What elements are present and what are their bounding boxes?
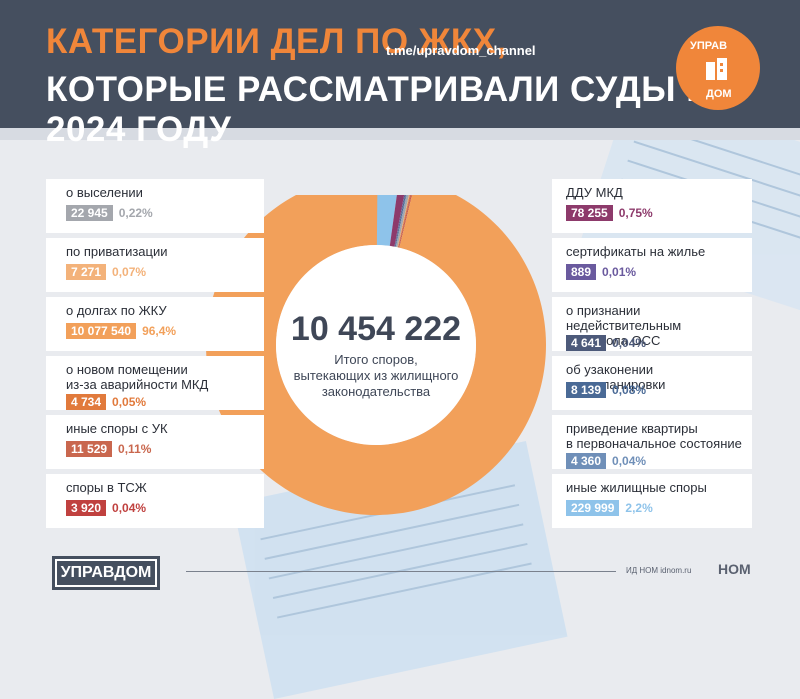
footer-nom-logo: НОМ — [718, 561, 751, 577]
category-percent: 0,04% — [112, 501, 147, 515]
right-category-card: об узаконении перепланировки 8 139 0,08% — [552, 356, 752, 410]
footer-brand: УПРАВДОМ — [52, 556, 160, 590]
category-value-badge: 11 529 — [66, 441, 113, 457]
category-label: ДДУ МКД — [552, 179, 752, 200]
left-category-card: о долгах по ЖКУ 10 077 540 96,4% — [46, 297, 264, 351]
donut-center — [276, 245, 476, 445]
category-percent: 0,08% — [612, 383, 647, 397]
category-percent: 0,04% — [612, 454, 647, 468]
right-category-card: о признании недействительным протокола ОС… — [552, 297, 752, 351]
right-category-card: сертификаты на жилье 889 0,01% — [552, 238, 752, 292]
category-value-badge: 8 139 — [566, 382, 607, 398]
left-category-card: о выселении 22 945 0,22% — [46, 179, 264, 233]
caption-line: Итого споров, — [334, 352, 418, 367]
upravdom-logo: УПРАВ ДОМ — [676, 26, 760, 110]
category-value-badge: 7 271 — [66, 264, 107, 280]
title-line-2: КОТОРЫЕ РАССМАТРИВАЛИ СУДЫ В 2024 ГОДУ — [46, 70, 713, 149]
category-value-badge: 229 999 — [566, 500, 620, 516]
category-label-line: ДДУ МКД — [566, 185, 623, 200]
logo-letters-bottom: ДОМ — [706, 88, 732, 100]
category-label-line: о долгах по ЖКУ — [66, 303, 167, 318]
donut-slice — [206, 195, 546, 515]
left-category-card: иные споры с УК 11 529 0,11% — [46, 415, 264, 469]
category-percent: 96,4% — [142, 324, 177, 338]
category-label: о долгах по ЖКУ — [46, 297, 264, 318]
category-label-line: приведение квартиры — [566, 421, 698, 436]
header-stripe — [0, 128, 800, 140]
donut-slice — [395, 195, 407, 248]
category-label-line: из-за аварийности МКД — [66, 377, 209, 392]
category-value-badge: 10 077 540 — [66, 323, 137, 339]
house-icon — [706, 58, 727, 80]
right-category-card: приведение квартиры в первоначальное сост… — [552, 415, 752, 469]
category-label: приведение квартиры в первоначальное сост… — [552, 415, 752, 451]
channel-link[interactable]: t.me/upravdom_channel — [386, 43, 536, 58]
right-category-card: иные жилищные споры 229 999 2,2% — [552, 474, 752, 528]
header-banner — [0, 0, 800, 128]
logo-letters-top: УПРАВ — [690, 40, 728, 52]
category-value-badge: 889 — [566, 264, 597, 280]
caption-line: вытекающих из жилищного — [293, 368, 459, 383]
donut-slice — [395, 195, 407, 247]
left-category-card: споры в ТСЖ 3 920 0,04% — [46, 474, 264, 528]
category-label-line: о признании недействительным — [566, 303, 682, 333]
donut-chart — [206, 195, 546, 515]
donut-slice — [397, 195, 411, 248]
category-label-line: споры в ТСЖ — [66, 480, 147, 495]
category-value-badge: 22 945 — [66, 205, 113, 221]
footer-credit: ИД НОМ idnom.ru — [626, 566, 692, 575]
category-value-badge: 3 920 — [66, 500, 107, 516]
category-label: о новом помещении из-за аварийности МКД — [46, 356, 264, 392]
category-label-line: о новом помещении — [66, 362, 188, 377]
category-percent: 0,01% — [602, 265, 637, 279]
donut-slice — [376, 195, 397, 246]
category-percent: 0,75% — [618, 206, 653, 220]
title-line-1: КАТЕГОРИИ ДЕЛ ПО ЖКХ, — [46, 22, 507, 61]
category-value-badge: 4 734 — [66, 394, 107, 410]
footer-divider — [186, 571, 616, 572]
category-percent: 2,2% — [625, 501, 653, 515]
category-percent: 0,04% — [612, 336, 647, 350]
category-label: иные жилищные споры — [552, 474, 752, 495]
donut-slice — [389, 195, 405, 247]
category-percent: 0,22% — [118, 206, 153, 220]
donut-slice — [398, 195, 412, 248]
category-value-badge: 4 360 — [566, 453, 607, 469]
category-percent: 0,07% — [112, 265, 147, 279]
donut-slice — [394, 195, 406, 247]
category-label: иные споры с УК — [46, 415, 264, 436]
left-category-card: о новом помещении из-за аварийности МКД 4 … — [46, 356, 264, 410]
category-value-badge: 4 641 — [566, 335, 607, 351]
category-label: по приватизации — [46, 238, 264, 259]
donut-slice — [396, 195, 409, 248]
donut-slice — [398, 195, 412, 248]
category-label-line: иные жилищные споры — [566, 480, 707, 495]
caption-line: законодательства — [321, 384, 431, 399]
total-value: 10 454 222 — [290, 310, 462, 348]
category-label: о выселении — [46, 179, 264, 200]
category-label-line: о выселении — [66, 185, 143, 200]
total-caption: Итого споров, вытекающих из жилищного за… — [276, 352, 476, 400]
category-label-line: по приватизации — [66, 244, 168, 259]
category-label: сертификаты на жилье — [552, 238, 752, 259]
category-label-line: сертификаты на жилье — [566, 244, 706, 259]
category-label: споры в ТСЖ — [46, 474, 264, 495]
category-percent: 0,11% — [118, 442, 152, 456]
category-percent: 0,05% — [112, 395, 147, 409]
left-category-card: по приватизации 7 271 0,07% — [46, 238, 264, 292]
right-category-card: ДДУ МКД 78 255 0,75% — [552, 179, 752, 233]
category-value-badge: 78 255 — [566, 205, 613, 221]
category-label-line: в первоначальное состояние — [566, 436, 742, 451]
category-label-line: иные споры с УК — [66, 421, 168, 436]
donut-slice — [397, 195, 410, 248]
donut-slice — [394, 195, 405, 247]
